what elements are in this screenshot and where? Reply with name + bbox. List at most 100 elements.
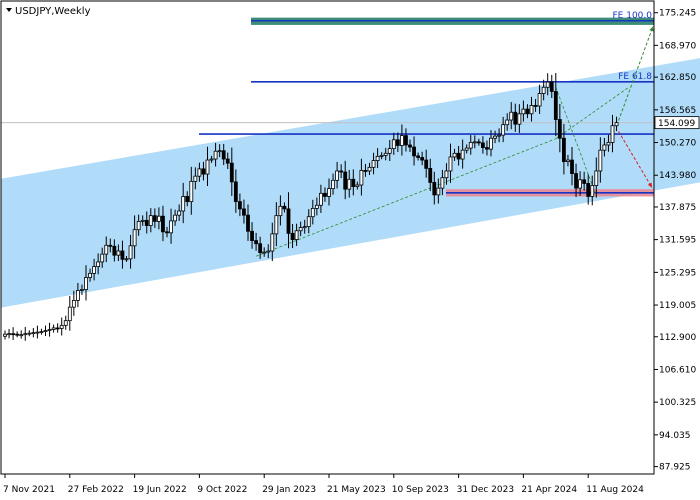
candle-body (424, 159, 429, 169)
candle-body (485, 147, 489, 150)
candle-body (440, 177, 445, 189)
candle-body (11, 333, 16, 336)
candle-body (132, 229, 137, 247)
candle-body (610, 125, 615, 143)
y-tick-label: 168.970 (659, 41, 696, 51)
candle-body (562, 137, 566, 163)
candle-body (566, 159, 570, 163)
candle-body (112, 245, 117, 256)
current-price-label: 154.099 (658, 119, 695, 129)
candle-body (270, 233, 275, 252)
down-forecast-arrow (618, 131, 653, 188)
candle-body (181, 196, 186, 212)
candle-body (51, 327, 56, 330)
candle-body (420, 157, 425, 161)
candle-body (217, 150, 222, 153)
y-tick-label: 137.875 (659, 203, 696, 213)
candle-body (63, 320, 68, 326)
candle-body (306, 216, 311, 227)
candle-body (140, 219, 145, 222)
candle-body (602, 144, 607, 151)
candle-body (428, 167, 433, 183)
candle-body (379, 154, 384, 157)
candle-body (456, 152, 461, 160)
candle-body (432, 182, 437, 196)
candle-body (246, 214, 250, 232)
candle-body (513, 111, 518, 125)
candle-body (148, 215, 153, 226)
candle-body (193, 175, 198, 182)
dropdown-triangle-icon[interactable] (6, 8, 12, 12)
down-forecast-arrow-head (647, 182, 652, 188)
candle-body (39, 331, 44, 333)
candle-body (43, 330, 48, 332)
candle-body (343, 171, 348, 190)
candle-body (574, 173, 578, 189)
candle-body (505, 119, 510, 126)
candle-body (108, 244, 113, 247)
x-tick-label: 7 Nov 2021 (3, 485, 55, 495)
y-tick-label: 175.245 (659, 9, 696, 19)
candle-body (387, 148, 392, 154)
candle-body (173, 214, 178, 222)
candle-body (489, 137, 493, 150)
x-tick-label: 31 Dec 2023 (457, 485, 514, 495)
candle-body (242, 208, 246, 216)
candle-body (15, 333, 20, 336)
candle-body (3, 333, 7, 337)
candle-body (177, 210, 182, 216)
candle-body (116, 250, 121, 256)
candle-body (27, 332, 32, 335)
candle-body (258, 243, 263, 253)
candle-body (282, 205, 287, 210)
candle-body (233, 181, 238, 203)
candle-body (55, 327, 60, 330)
y-tick-label: 106.610 (659, 365, 696, 375)
candle-body (521, 108, 526, 115)
candle-body (452, 152, 457, 158)
candle-body (416, 155, 421, 158)
candle-body (254, 240, 259, 245)
candle-body (501, 124, 506, 136)
candle-body (549, 81, 554, 92)
candle-body (278, 205, 283, 217)
candle-body (541, 86, 546, 94)
candle-body (100, 253, 105, 263)
current-price-tag (654, 116, 700, 130)
candle-body (120, 250, 125, 260)
candle-body (169, 220, 173, 234)
y-tick-label: 119.005 (659, 301, 696, 311)
candle-body (221, 150, 226, 160)
candle-body (274, 215, 279, 235)
candle-body (331, 179, 335, 190)
candle-body (92, 266, 96, 274)
candle-body (383, 152, 388, 156)
candle-body (493, 135, 497, 139)
candle-body (152, 215, 157, 222)
candle-body (355, 184, 360, 187)
candle-body (586, 183, 591, 197)
candle-body (472, 141, 477, 144)
candle-body (480, 142, 485, 148)
candle-body (594, 170, 599, 186)
candle-body (156, 215, 161, 222)
x-tick-label: 29 Jan 2023 (262, 485, 316, 495)
candle-body (598, 149, 603, 172)
candle-body (468, 141, 473, 149)
candle-body (128, 245, 133, 260)
candle-body (590, 185, 595, 197)
candle-body (347, 178, 352, 190)
candle-body (359, 170, 364, 186)
candle-body (606, 141, 611, 146)
x-tick-label: 11 Aug 2024 (586, 485, 644, 495)
candle-body (266, 250, 271, 253)
chart-title: USDJPY,Weekly (15, 6, 91, 17)
candle-body (225, 158, 230, 164)
x-tick-label: 21 May 2023 (327, 485, 386, 495)
candle-body (237, 201, 242, 210)
candle-body (104, 244, 109, 255)
candle-body (323, 192, 327, 197)
candle-body (529, 105, 534, 115)
candle-body (395, 139, 400, 146)
x-tick-label: 21 Apr 2024 (521, 485, 577, 495)
